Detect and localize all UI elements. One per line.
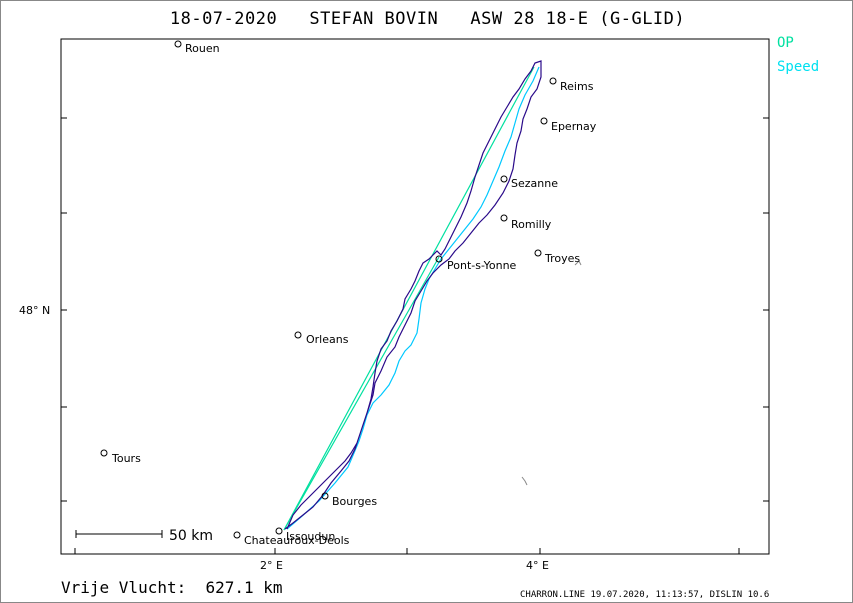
legend-op: OP bbox=[777, 35, 794, 51]
lon-label-4e: 4° E bbox=[526, 559, 549, 572]
city-marker-tours bbox=[100, 449, 108, 457]
lon-label-2e: 2° E bbox=[260, 559, 283, 572]
city-marker-reims bbox=[549, 77, 557, 85]
speed-track bbox=[286, 66, 540, 530]
city-label-rouen: Rouen bbox=[185, 42, 220, 55]
city-marker-romilly bbox=[500, 214, 508, 222]
op-line bbox=[283, 66, 535, 531]
city-markers bbox=[100, 40, 557, 539]
axis-ticks bbox=[61, 117, 769, 554]
city-label-issoudun: Issoudun bbox=[286, 530, 335, 543]
city-label-orleans: Orleans bbox=[306, 333, 349, 346]
legend-speed: Speed bbox=[777, 59, 820, 75]
track-artifacts bbox=[521, 260, 582, 486]
city-marker-issoudun bbox=[275, 527, 283, 535]
city-label-reims: Reims bbox=[560, 80, 594, 93]
lat-label: 48° N bbox=[19, 304, 50, 317]
city-label-chateauroux: Chateauroux-Deols bbox=[244, 534, 350, 547]
city-label-sezanne: Sezanne bbox=[511, 177, 558, 190]
city-marker-epernay bbox=[540, 117, 548, 125]
city-label-troyes: Troyes bbox=[544, 252, 580, 265]
scale-bar-label: 50 km bbox=[169, 528, 213, 544]
city-marker-sezanne bbox=[500, 175, 508, 183]
city-marker-chateauroux bbox=[233, 531, 241, 539]
footer-credit: CHARRON.LINE 19.07.2020, 11:13:57, DISLI… bbox=[520, 590, 770, 600]
map-frame bbox=[60, 38, 770, 555]
city-marker-rouen bbox=[174, 40, 182, 48]
city-marker-bourges bbox=[321, 492, 329, 500]
city-label-bourges: Bourges bbox=[332, 495, 377, 508]
distance-readout: Vrije Vlucht: 627.1 km bbox=[61, 578, 283, 597]
city-marker-pont-s-yonne bbox=[435, 255, 443, 263]
city-label-pont-s-yonne: Pont-s-Yonne bbox=[447, 259, 517, 272]
city-label-tours: Tours bbox=[111, 452, 141, 465]
city-marker-troyes bbox=[534, 249, 542, 257]
flight-track bbox=[284, 60, 542, 530]
page-title: 18-07-2020 STEFAN BOVIN ASW 28 18-E (G-G… bbox=[169, 9, 686, 29]
city-marker-orleans bbox=[294, 331, 302, 339]
city-label-epernay: Epernay bbox=[551, 120, 597, 133]
city-label-romilly: Romilly bbox=[511, 218, 552, 231]
scale-bar bbox=[75, 530, 163, 538]
